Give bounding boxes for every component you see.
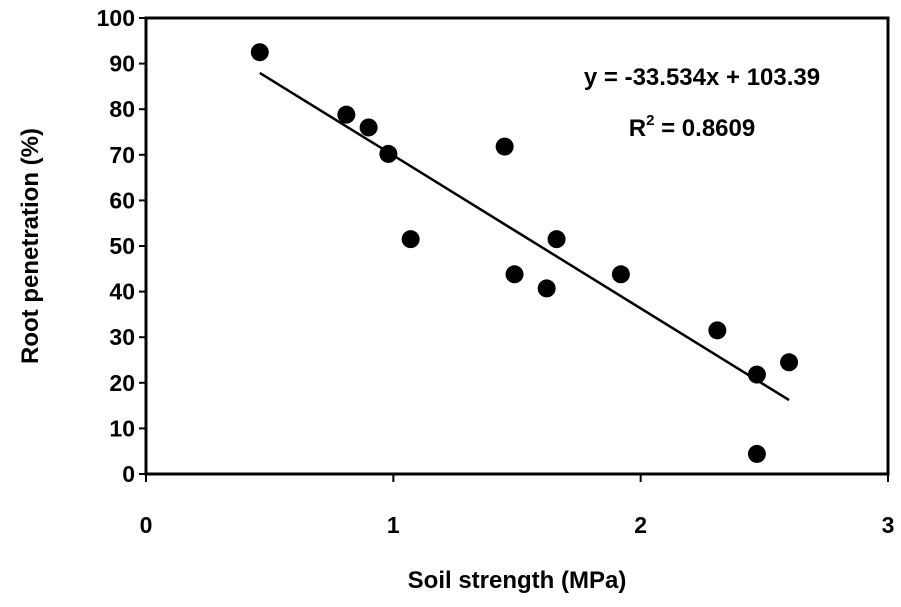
data-point — [747, 365, 766, 384]
x-tick-label: 2 — [634, 512, 647, 538]
data-point — [547, 230, 566, 249]
trendline-equation: y = -33.534x + 103.39 — [584, 64, 820, 91]
data-point — [780, 353, 799, 372]
trendline — [259, 71, 790, 402]
x-axis-title: Soil strength (MPa) — [408, 567, 627, 594]
data-point — [495, 137, 514, 156]
r-squared-label: R2 = 0.8609 — [629, 112, 755, 142]
x-tick-label: 1 — [387, 512, 400, 538]
data-point — [537, 279, 556, 298]
x-tick-label: 0 — [140, 512, 153, 538]
y-tick-label: 0 — [122, 461, 135, 487]
data-point — [708, 321, 727, 340]
data-point — [359, 118, 378, 137]
x-axis-ticks: 0 1 2 3 — [140, 474, 895, 538]
data-point — [250, 43, 269, 62]
y-axis-title: Root penetration (%) — [17, 128, 44, 364]
data-points — [250, 43, 799, 463]
y-axis-ticks: 0 10 20 30 40 50 60 70 80 90 100 — [97, 5, 146, 487]
y-tick-label: 30 — [109, 324, 135, 350]
data-point — [611, 265, 630, 284]
y-tick-label: 50 — [109, 233, 135, 259]
y-tick-label: 80 — [109, 96, 135, 122]
y-tick-label: 10 — [109, 415, 135, 441]
data-point — [379, 144, 398, 163]
y-tick-label: 100 — [97, 5, 135, 31]
y-tick-label: 60 — [109, 187, 135, 213]
data-point — [337, 105, 356, 124]
data-point — [505, 265, 524, 284]
y-tick-label: 90 — [109, 51, 135, 77]
y-tick-label: 70 — [109, 142, 135, 168]
y-tick-label: 40 — [109, 279, 135, 305]
data-point — [401, 230, 420, 249]
y-tick-label: 20 — [109, 370, 135, 396]
x-tick-label: 3 — [882, 512, 895, 538]
data-point — [747, 444, 766, 463]
